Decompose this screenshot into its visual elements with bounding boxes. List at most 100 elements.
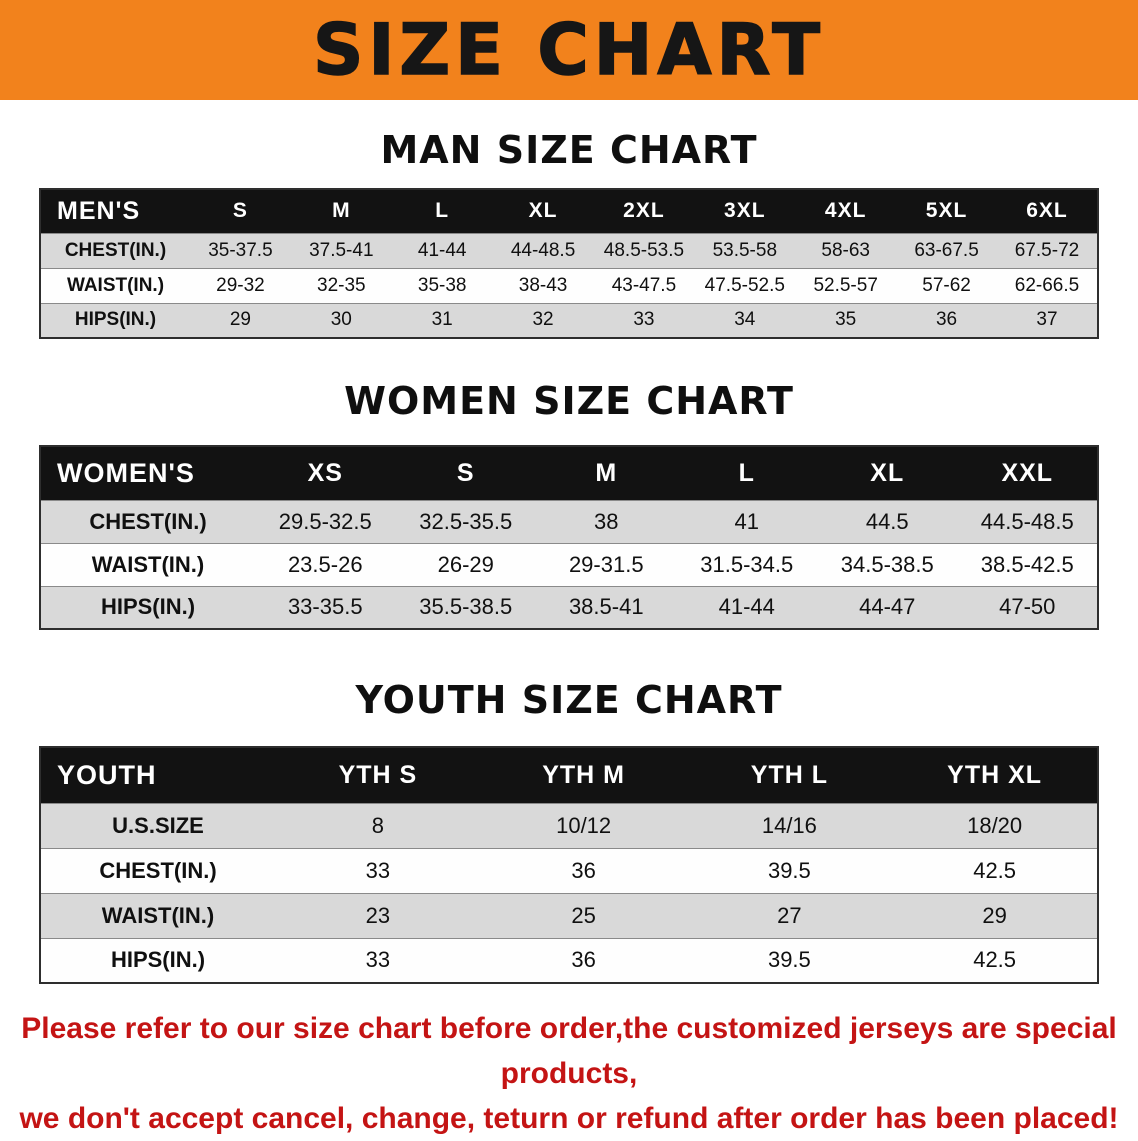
size-value: 35.5-38.5	[395, 585, 536, 629]
size-value: 14/16	[686, 802, 893, 848]
size-value: 33	[275, 937, 481, 983]
row-label: WAIST(IN.)	[40, 267, 190, 303]
size-value: 25	[480, 892, 687, 938]
disclaimer-note: Please refer to our size chart before or…	[0, 1006, 1138, 1141]
size-value: 41-44	[391, 232, 493, 268]
size-value: 58-63	[795, 232, 897, 268]
size-column-header: 6XL	[1026, 199, 1068, 223]
row-label: CHEST(IN.)	[40, 499, 255, 543]
size-value: 38.5-41	[536, 585, 677, 629]
size-value: 38-43	[492, 267, 594, 303]
size-value: 29-31.5	[536, 542, 677, 586]
table-row: HIPS(IN.) 29 30 31 32 33 34 35 36 37	[40, 302, 1098, 338]
size-value: 8	[275, 802, 481, 848]
size-column-header: M	[595, 458, 618, 487]
men-size-section: MAN SIZE CHART MEN'S S M L XL 2XL 3XL 4XL 5XL 6XL…	[0, 128, 1138, 339]
size-value: 36	[480, 937, 687, 983]
size-value: 38.5-42.5	[957, 542, 1098, 586]
size-column-header: YTH S	[338, 760, 418, 789]
size-value: 31.5-34.5	[676, 542, 817, 586]
table-row: WAIST(IN.) 29-32 32-35 35-38 38-43 43-47.5 47.…	[40, 267, 1098, 303]
size-column-header: M	[332, 199, 351, 223]
size-value: 43-47.5	[593, 267, 695, 303]
women-size-section: WOMEN SIZE CHART WOMEN'S XS S M L XL XXL CHEST…	[0, 379, 1138, 630]
row-label: CHEST(IN.)	[40, 847, 275, 893]
size-value: 35-38	[391, 267, 493, 303]
size-value: 41-44	[676, 585, 817, 629]
size-column-header: YTH XL	[947, 760, 1043, 789]
page-title: SIZE CHART	[312, 8, 826, 92]
disclaimer-line-1: Please refer to our size chart before or…	[21, 1012, 1117, 1090]
size-value: 62-66.5	[997, 267, 1098, 303]
size-value: 33	[275, 847, 481, 893]
table-row: WAIST(IN.) 23 25 27 29	[40, 892, 1098, 938]
size-column-header: L	[435, 199, 450, 223]
size-value: 32-35	[290, 267, 392, 303]
size-value: 31	[391, 302, 493, 338]
size-value: 10/12	[480, 802, 687, 848]
size-value: 42.5	[892, 937, 1098, 983]
size-column-header: L	[738, 458, 755, 487]
size-column-header: XL	[528, 199, 558, 223]
size-value: 27	[686, 892, 893, 938]
size-column-header: XL	[870, 458, 905, 487]
table-row: CHEST(IN.) 33 36 39.5 42.5	[40, 847, 1098, 893]
row-label: HIPS(IN.)	[40, 937, 275, 983]
size-value: 39.5	[686, 847, 893, 893]
size-value: 26-29	[395, 542, 536, 586]
size-value: 29	[892, 892, 1098, 938]
size-value: 36	[896, 302, 997, 338]
size-value: 23.5-26	[255, 542, 396, 586]
size-value: 41	[676, 499, 817, 543]
size-value: 37.5-41	[290, 232, 392, 268]
size-value: 37	[997, 302, 1098, 338]
size-value: 30	[290, 302, 392, 338]
size-column-header: S	[456, 458, 475, 487]
row-label: CHEST(IN.)	[40, 232, 190, 268]
size-value: 39.5	[686, 937, 893, 983]
size-column-header: 2XL	[623, 199, 665, 223]
size-value: 53.5-58	[694, 232, 796, 268]
size-value: 47-50	[957, 585, 1098, 629]
size-value: 29.5-32.5	[255, 499, 396, 543]
women-size-heading: WOMEN SIZE CHART	[344, 379, 794, 423]
table-header-row: MEN'S S M L XL 2XL 3XL 4XL 5XL 6XL	[40, 189, 1098, 233]
table-row: CHEST(IN.) 35-37.5 37.5-41 41-44 44-48.5 48.5…	[40, 232, 1098, 268]
size-column-header: 4XL	[824, 199, 867, 223]
size-value: 67.5-72	[997, 232, 1098, 268]
table-row: CHEST(IN.) 29.5-32.5 32.5-35.5 38 41 44.5 44.5…	[40, 499, 1098, 543]
table-row: HIPS(IN.) 33-35.5 35.5-38.5 38.5-41 41-44 44-…	[40, 585, 1098, 629]
table-category-header: WOMEN'S	[57, 457, 195, 488]
size-value: 44-47	[817, 585, 958, 629]
size-value: 47.5-52.5	[694, 267, 796, 303]
size-value: 38	[536, 499, 677, 543]
size-value: 32.5-35.5	[395, 499, 536, 543]
size-value: 35	[795, 302, 897, 338]
size-value: 18/20	[892, 802, 1098, 848]
size-column-header: 5XL	[925, 199, 968, 223]
size-column-header: YTH M	[542, 760, 626, 789]
row-label: WAIST(IN.)	[40, 542, 255, 586]
size-value: 36	[480, 847, 687, 893]
row-label: WAIST(IN.)	[40, 892, 275, 938]
disclaimer-line-2: we don't accept cancel, change, teturn o…	[19, 1102, 1119, 1135]
women-size-table: WOMEN'S XS S M L XL XXL CHEST(IN.) 29.5-32.5 32.…	[39, 445, 1099, 630]
size-column-header: XXL	[1001, 458, 1054, 487]
youth-size-heading: YOUTH SIZE CHART	[355, 678, 783, 722]
size-value: 44-48.5	[492, 232, 594, 268]
size-value: 33-35.5	[255, 585, 396, 629]
row-label: HIPS(IN.)	[40, 585, 255, 629]
table-category-header: YOUTH	[57, 759, 157, 790]
size-value: 23	[275, 892, 481, 938]
size-value: 57-62	[896, 267, 997, 303]
size-value: 63-67.5	[896, 232, 997, 268]
row-label: HIPS(IN.)	[40, 302, 190, 338]
size-column-header: 3XL	[724, 199, 766, 223]
size-column-header: YTH L	[750, 760, 828, 789]
row-label: U.S.SIZE	[40, 802, 275, 848]
size-value: 34	[694, 302, 796, 338]
size-column-header: XS	[307, 458, 343, 487]
table-header-row: WOMEN'S XS S M L XL XXL	[40, 446, 1098, 500]
table-category-header: MEN'S	[57, 196, 141, 225]
size-value: 33	[593, 302, 695, 338]
